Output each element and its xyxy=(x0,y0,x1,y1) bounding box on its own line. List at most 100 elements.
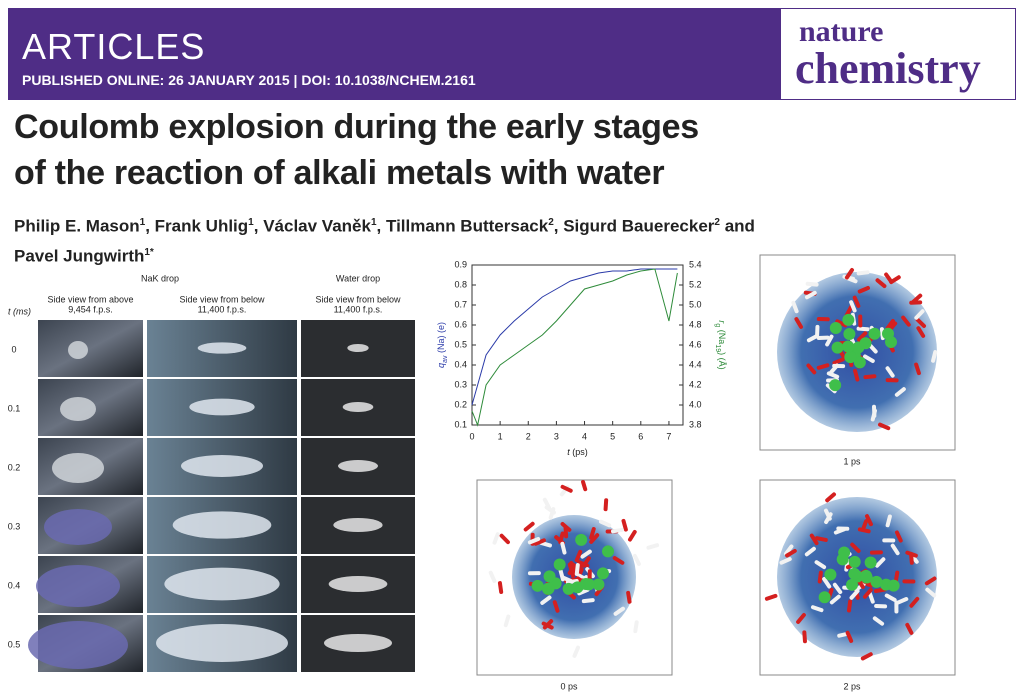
conjunction: and xyxy=(724,216,755,236)
subscript: av xyxy=(442,355,449,363)
drop xyxy=(28,621,128,669)
affiliation: 2 xyxy=(714,217,720,228)
doi[interactable]: DOI: 10.1038/NCHEM.2161 xyxy=(301,72,476,88)
molecule xyxy=(835,319,848,328)
molecule xyxy=(523,521,535,532)
molecule xyxy=(548,507,556,520)
title-line: Coulomb explosion during the early stage… xyxy=(14,108,699,146)
molecule xyxy=(865,514,873,527)
sodium xyxy=(870,575,883,588)
rate-label: 9,454 f.p.s. xyxy=(68,304,113,314)
molecule xyxy=(909,596,920,608)
group-label: Water drop xyxy=(336,273,380,283)
view-label: Side view from below xyxy=(315,294,401,304)
molecule xyxy=(632,553,641,566)
author-name: Sigurd Bauerecker xyxy=(563,216,715,236)
molecule xyxy=(598,519,612,528)
y2-tick-label: 4.8 xyxy=(689,319,702,329)
author-name: Pavel Jungwirth xyxy=(14,246,145,266)
molecule xyxy=(560,521,572,532)
y-tick-label: 0.7 xyxy=(454,299,467,309)
time-value: 0.2 xyxy=(8,462,21,472)
molecule xyxy=(905,622,914,635)
separator: , xyxy=(376,216,382,236)
sodium xyxy=(831,341,844,354)
molecule xyxy=(914,309,925,320)
drop xyxy=(342,402,374,412)
y2-tick-label: 4.0 xyxy=(689,399,702,409)
molecule xyxy=(863,374,877,380)
molecule xyxy=(621,518,628,532)
y2-tick-label: 5.2 xyxy=(689,279,702,289)
drop xyxy=(328,576,388,592)
molecule xyxy=(764,593,778,601)
molecule xyxy=(924,576,937,586)
y-tick-label: 0.1 xyxy=(454,419,467,429)
rate-label: 11,400 f.p.s. xyxy=(334,304,383,314)
sodium xyxy=(853,356,866,369)
authors: Philip E. Mason1, Frank Uhlig1, Václav V… xyxy=(14,210,794,269)
x-tick-label: 3 xyxy=(554,431,559,441)
molecule xyxy=(805,281,819,287)
molecule xyxy=(885,318,895,331)
symbol: q xyxy=(436,363,446,368)
unit: ) (Å) xyxy=(717,352,727,370)
molecule xyxy=(552,600,560,613)
title: Coulomb explosion during the early stage… xyxy=(14,104,699,196)
y-tick-label: 0.8 xyxy=(454,279,467,289)
affiliation: 1 xyxy=(139,217,146,228)
molecule xyxy=(784,544,794,556)
molecule xyxy=(488,570,497,583)
sodium xyxy=(843,328,856,341)
journal-top: nature xyxy=(799,15,884,48)
molecule xyxy=(822,577,832,589)
series-line xyxy=(471,268,678,406)
molecule xyxy=(857,331,868,342)
molecule xyxy=(567,562,575,576)
journal-logo[interactable]: nature chemistry xyxy=(780,8,1016,100)
molecule xyxy=(833,527,847,535)
drop xyxy=(347,344,369,352)
snapshot-label: 0 ps xyxy=(560,681,578,691)
molecule xyxy=(894,387,906,397)
snapshot-label: 1 ps xyxy=(843,456,861,466)
molecule xyxy=(574,549,583,563)
molecule xyxy=(610,527,624,534)
author-name: Tillmann Buttersack xyxy=(386,216,549,236)
molecule xyxy=(785,548,797,558)
sodium xyxy=(582,578,595,591)
time-value: 0.4 xyxy=(8,580,21,590)
drop xyxy=(68,341,88,359)
molecule xyxy=(589,527,596,540)
molecule xyxy=(603,498,609,512)
molecule xyxy=(633,620,639,634)
snapshot-label: 2 ps xyxy=(843,681,861,691)
y2-tick-label: 5.0 xyxy=(689,299,702,309)
sodium xyxy=(596,567,609,580)
molecule xyxy=(540,595,552,605)
author-name: Philip E. Mason xyxy=(14,216,140,236)
molecule xyxy=(810,605,824,613)
molecule xyxy=(581,480,588,492)
molecule xyxy=(817,570,823,584)
molecule xyxy=(492,532,500,545)
drop xyxy=(333,518,383,532)
separator: , xyxy=(145,216,150,236)
sodium xyxy=(553,558,566,571)
molecule xyxy=(791,300,799,314)
y-axis-label: qav (Na) (e) xyxy=(436,322,448,368)
sodium xyxy=(860,571,873,584)
molecule xyxy=(503,614,511,628)
molecule xyxy=(565,579,579,585)
x-tick-label: 6 xyxy=(638,431,643,441)
photo xyxy=(38,320,143,377)
separator: , xyxy=(253,216,259,236)
x-tick-label: 2 xyxy=(526,431,531,441)
snapshot xyxy=(759,479,956,676)
affiliation: 1 xyxy=(248,217,254,228)
y2-tick-label: 4.2 xyxy=(689,379,702,389)
molecule xyxy=(896,597,909,605)
time-value: 0 xyxy=(11,344,16,354)
molecule xyxy=(845,630,854,643)
sodium xyxy=(543,570,556,583)
